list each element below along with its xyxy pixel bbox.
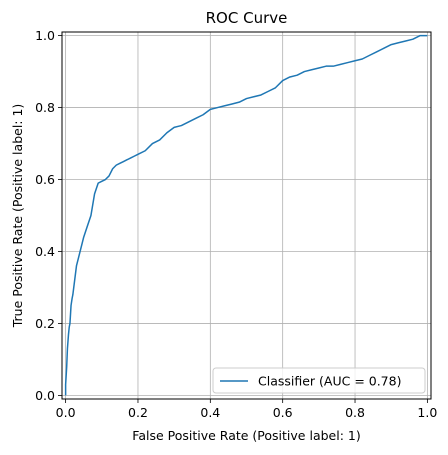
y-axis-ticks: 0.0 0.2 0.4 0.6 0.8 1.0 — [35, 28, 62, 403]
axes-frame — [61, 31, 432, 400]
y-tick-label: 1.0 — [35, 28, 55, 43]
x-tick-label: 0.6 — [273, 405, 293, 420]
x-axis-ticks: 0.0 0.2 0.4 0.6 0.8 1.0 — [56, 399, 437, 420]
x-tick-label: 0.8 — [345, 405, 365, 420]
legend-entry-label: Classifier (AUC = 0.78) — [258, 374, 401, 389]
y-tick-label: 0.2 — [35, 316, 55, 331]
roc-curve-line — [64, 34, 428, 396]
x-tick-label: 0.4 — [200, 405, 220, 420]
legend-box — [212, 367, 426, 394]
x-tick-label: 0.2 — [128, 405, 148, 420]
x-axis-label: False Positive Rate (Positive label: 1) — [132, 428, 360, 443]
legend: Classifier (AUC = 0.78) — [212, 367, 426, 394]
chart-title: ROC Curve — [206, 9, 288, 27]
x-tick-label: 0.0 — [56, 405, 76, 420]
plot-area — [64, 34, 428, 396]
x-tick-label: 1.0 — [417, 405, 437, 420]
grid — [62, 32, 431, 399]
y-tick-label: 0.0 — [35, 388, 55, 403]
y-tick-label: 0.8 — [35, 100, 55, 115]
y-tick-label: 0.4 — [35, 244, 55, 259]
y-tick-label: 0.6 — [35, 172, 55, 187]
y-axis-label: True Positive Rate (Positive label: 1) — [10, 104, 25, 329]
